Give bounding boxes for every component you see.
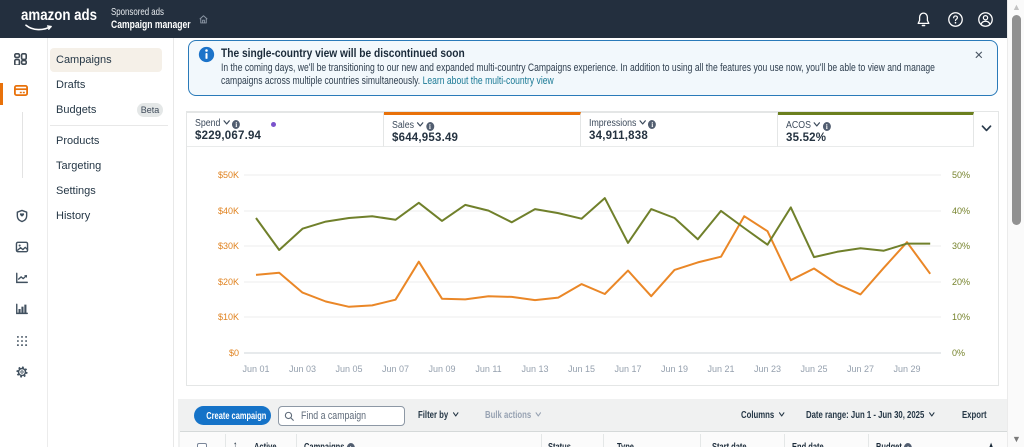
svg-text:$10K: $10K xyxy=(218,312,239,322)
svg-text:$50K: $50K xyxy=(218,170,239,180)
svg-text:Jun 11: Jun 11 xyxy=(475,364,501,374)
svg-text:Jun 09: Jun 09 xyxy=(428,364,455,374)
svg-text:30%: 30% xyxy=(952,241,970,251)
svg-text:Jun 13: Jun 13 xyxy=(521,364,548,374)
svg-text:Jun 25: Jun 25 xyxy=(800,364,827,374)
svg-text:$30K: $30K xyxy=(218,241,239,251)
svg-text:Jun 21: Jun 21 xyxy=(707,364,734,374)
svg-text:50%: 50% xyxy=(952,170,970,180)
svg-text:Jun 19: Jun 19 xyxy=(661,364,688,374)
svg-text:Jun 29: Jun 29 xyxy=(893,364,920,374)
svg-text:Jun 17: Jun 17 xyxy=(614,364,641,374)
svg-text:20%: 20% xyxy=(952,277,970,287)
svg-text:$40K: $40K xyxy=(218,206,239,216)
svg-text:40%: 40% xyxy=(952,206,970,216)
svg-text:10%: 10% xyxy=(952,312,970,322)
svg-text:Jun 23: Jun 23 xyxy=(754,364,781,374)
svg-text:Jun 01: Jun 01 xyxy=(242,364,269,374)
svg-text:Jun 03: Jun 03 xyxy=(289,364,316,374)
svg-text:$0: $0 xyxy=(229,348,239,358)
svg-text:0%: 0% xyxy=(952,348,965,358)
svg-text:Jun 07: Jun 07 xyxy=(382,364,409,374)
svg-text:Jun 27: Jun 27 xyxy=(847,364,874,374)
svg-text:$20K: $20K xyxy=(218,277,239,287)
svg-text:Jun 05: Jun 05 xyxy=(335,364,362,374)
svg-text:Jun 15: Jun 15 xyxy=(568,364,595,374)
